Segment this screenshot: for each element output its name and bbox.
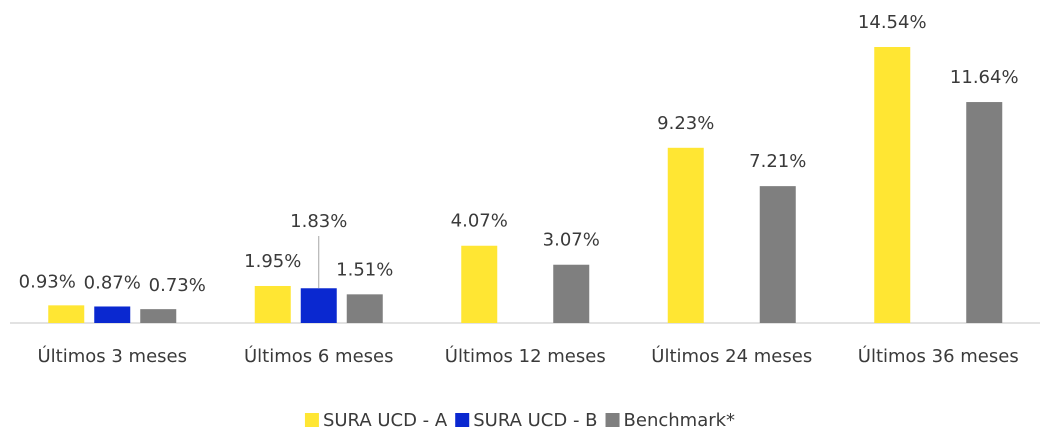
data-label: 1.51% — [336, 259, 393, 280]
data-label: 11.64% — [950, 67, 1019, 88]
data-label: 3.07% — [543, 230, 600, 251]
x-tick-label: Últimos 36 meses — [858, 345, 1019, 367]
bar — [48, 305, 85, 323]
x-tick-label: Últimos 24 meses — [651, 345, 812, 367]
x-tick-label: Últimos 6 meses — [244, 345, 394, 367]
legend-swatch — [605, 413, 620, 427]
bar — [667, 147, 704, 323]
legend-label: SURA UCD - A — [323, 410, 448, 430]
data-label: 0.93% — [19, 271, 76, 292]
data-label: 7.21% — [749, 151, 806, 172]
bar — [140, 309, 177, 323]
bar — [94, 306, 131, 323]
data-label: 4.07% — [451, 211, 508, 232]
x-tick-label: Últimos 12 meses — [445, 345, 606, 367]
bar — [759, 186, 796, 323]
legend-swatch — [304, 413, 319, 427]
bar — [346, 294, 383, 323]
bar — [300, 288, 337, 323]
legend-label: Benchmark* — [624, 410, 736, 430]
bar — [461, 245, 498, 323]
data-label: 1.95% — [244, 251, 301, 272]
data-label: 14.54% — [858, 12, 927, 33]
data-label: 1.83% — [290, 211, 347, 232]
legend-label: SURA UCD - B — [473, 410, 597, 430]
x-tick-label: Últimos 3 meses — [38, 345, 188, 367]
bar — [553, 264, 590, 323]
data-label: 9.23% — [657, 113, 714, 134]
data-label: 0.87% — [84, 272, 141, 293]
legend-swatch — [455, 413, 470, 427]
data-label: 0.73% — [149, 275, 206, 296]
bar — [254, 285, 291, 323]
bar — [874, 47, 911, 323]
bar — [966, 102, 1003, 323]
